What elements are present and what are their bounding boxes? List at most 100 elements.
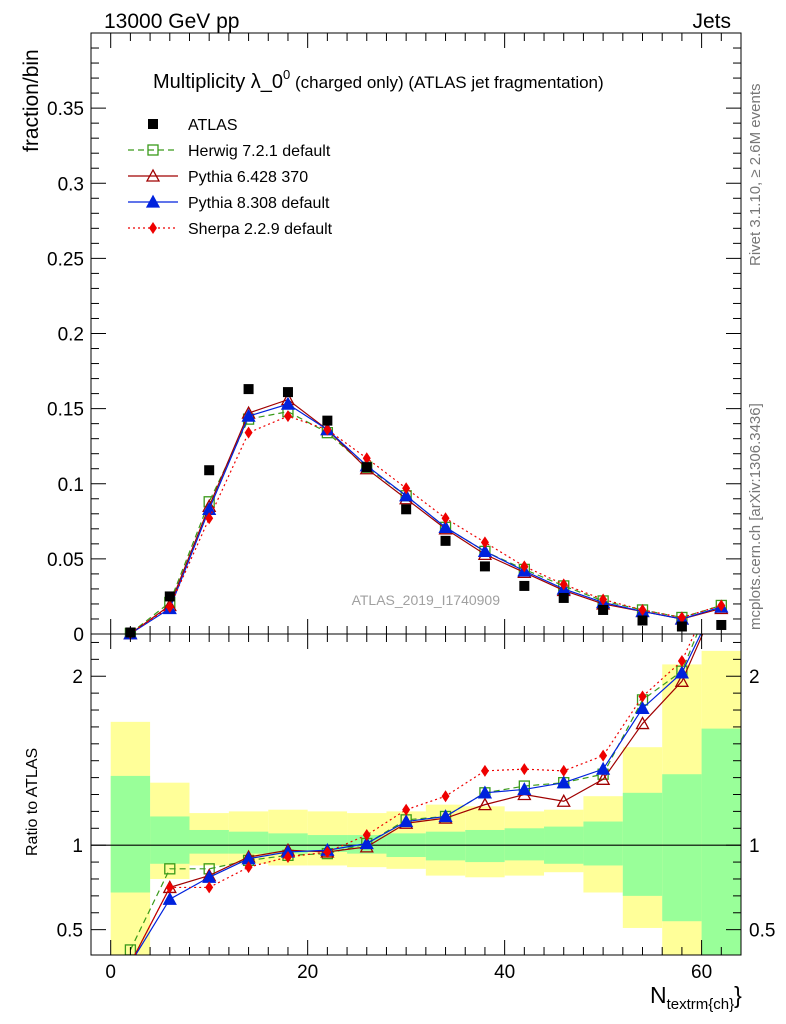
stat-uncertainty-band bbox=[150, 816, 190, 864]
ratio-panel: 0.5 0.5 1 1 2 2 0 20 40 60 Ratio to ATLAS Ntextr… bbox=[24, 569, 775, 1013]
ratio-y-tick-label-right: 2 bbox=[749, 667, 760, 688]
sherpa-2-2-9-default-ratio-point bbox=[441, 790, 450, 803]
x-axis-label-tail: } bbox=[734, 982, 742, 1008]
legend-label: Pythia 6.428 370 bbox=[188, 169, 308, 186]
herwig-7-2-1-default-ratio-point bbox=[716, 570, 726, 580]
plot-title: Multiplicity λ_00 (charged only) (ATLAS … bbox=[153, 67, 604, 93]
legend-marker bbox=[147, 144, 159, 156]
pythia-6-428-370-ratio-point bbox=[715, 586, 727, 597]
ratio-y-tick-label: 2 bbox=[72, 667, 83, 688]
atlas-data-point bbox=[164, 591, 175, 602]
atlas-data-point bbox=[204, 465, 215, 476]
legend-entry-herwig-7-2-1-default: Herwig 7.2.1 default bbox=[128, 143, 331, 160]
plot-title-rest: (charged only) (ATLAS jet fragmentation) bbox=[290, 73, 603, 92]
mcplots-reference-label: mcplots.cern.ch [arXiv:1306.3436] bbox=[747, 403, 764, 630]
atlas-data-point bbox=[401, 504, 412, 515]
sherpa-2-2-9-default-point bbox=[559, 578, 568, 591]
x-axis-label: Ntextrm{ch}} bbox=[650, 982, 742, 1013]
pythia-6-428-370-ratio-point bbox=[635, 716, 650, 730]
ratio-y-tick-label: 0.5 bbox=[57, 921, 83, 942]
atlas-data-point bbox=[519, 580, 530, 591]
pythia-6-428-370-ratio-point bbox=[674, 673, 690, 687]
sherpa-2-2-9-default-ratio-point bbox=[599, 749, 608, 762]
herwig-7-2-1-default-ratio-line bbox=[129, 634, 698, 951]
sherpa-2-2-9-default-point bbox=[244, 426, 253, 439]
stat-uncertainty-band bbox=[110, 775, 151, 893]
ratio-plot-content bbox=[91, 569, 741, 968]
sherpa-2-2-9-default-point bbox=[323, 423, 332, 436]
legend: ATLAS Herwig 7.2.1 default Pythia 6.428 37… bbox=[128, 117, 333, 238]
legend-label: ATLAS bbox=[188, 117, 238, 134]
sherpa-2-2-9-default-ratio-point bbox=[717, 569, 725, 581]
sherpa-2-2-9-default-ratio-point bbox=[165, 881, 174, 894]
stat-uncertainty-band bbox=[662, 774, 702, 922]
ratio-y-tick-label-right: 1 bbox=[749, 836, 760, 857]
pythia-8-308-default-line bbox=[130, 403, 722, 635]
legend-marker bbox=[145, 168, 161, 182]
stat-uncertainty-band bbox=[189, 829, 229, 854]
legend-label: Pythia 8.308 default bbox=[188, 195, 330, 212]
atlas-data-point bbox=[716, 619, 727, 630]
x-tick-label: 40 bbox=[494, 962, 515, 983]
pythia-8-308-default-ratio-point bbox=[359, 836, 374, 850]
x-axis-label-main: N bbox=[650, 982, 667, 1008]
stat-uncertainty-band bbox=[425, 831, 466, 861]
main-y-tick-label: 0.1 bbox=[58, 475, 84, 496]
y-axis-label: fraction/bin bbox=[20, 49, 43, 152]
sherpa-2-2-9-default-point bbox=[165, 600, 174, 613]
sherpa-2-2-9-default-point bbox=[402, 482, 411, 495]
pythia-8-308-default-ratio-point bbox=[438, 809, 453, 823]
ratio-y-axis-label: Ratio to ATLAS bbox=[24, 748, 41, 856]
legend-marker bbox=[145, 194, 161, 208]
stat-uncertainty-band bbox=[583, 821, 623, 866]
sherpa-2-2-9-default-point bbox=[638, 603, 647, 616]
energy-beam-label: 13000 GeV pp bbox=[104, 10, 239, 33]
atlas-data-point bbox=[282, 387, 293, 398]
main-y-tick-label: 0.15 bbox=[47, 400, 84, 421]
pythia-8-308-default-ratio-point bbox=[477, 785, 493, 799]
legend-label: Herwig 7.2.1 default bbox=[188, 143, 331, 160]
legend-entry-sherpa-2-2-9-default: Sherpa 2.2.9 default bbox=[128, 221, 333, 238]
pythia-8-308-default-point bbox=[477, 544, 493, 558]
atlas-data-point bbox=[598, 604, 609, 615]
plot-title-superscript: 0 bbox=[283, 67, 290, 82]
x-axis-label-subscript: textrm{ch} bbox=[667, 996, 735, 1013]
pythia-8-308-default-point bbox=[280, 396, 296, 410]
stat-uncertainty-band bbox=[465, 829, 505, 863]
pythia-6-428-370-line bbox=[130, 398, 722, 635]
legend-entry-pythia-6-428-370: Pythia 6.428 370 bbox=[128, 168, 308, 186]
sherpa-2-2-9-default-ratio-point bbox=[677, 655, 686, 668]
sherpa-2-2-9-default-ratio-point bbox=[244, 861, 253, 874]
sherpa-2-2-9-default-ratio-point bbox=[283, 851, 292, 864]
pythia-6-428-370-ratio-point bbox=[596, 771, 611, 785]
stat-uncertainty-band bbox=[622, 792, 663, 896]
main-y-tick-label: 0 bbox=[73, 625, 84, 646]
x-tick-label: 20 bbox=[297, 962, 318, 983]
sherpa-2-2-9-default-ratio-point bbox=[559, 764, 568, 777]
pythia-8-308-default-ratio-point bbox=[596, 761, 611, 775]
sherpa-2-2-9-default-point bbox=[205, 512, 214, 525]
sherpa-2-2-9-default-ratio-point bbox=[205, 881, 214, 894]
rivet-version-label: Rivet 3.1.10, ≥ 2.6M events bbox=[747, 84, 764, 267]
sherpa-2-2-9-default-ratio-point bbox=[480, 764, 489, 777]
process-label: Jets bbox=[692, 10, 731, 33]
pythia-8-308-default-ratio-point bbox=[517, 782, 532, 796]
sherpa-2-2-9-default-point bbox=[717, 599, 726, 612]
stat-uncertainty-band bbox=[228, 831, 269, 854]
atlas-data-point bbox=[479, 561, 490, 572]
pythia-6-428-370-ratio-point bbox=[556, 793, 571, 807]
pythia-8-308-default-ratio-point bbox=[399, 814, 414, 828]
pythia-8-308-default-ratio-point bbox=[162, 891, 177, 905]
x-tick-label: 60 bbox=[691, 962, 712, 983]
pythia-8-308-default-ratio-point bbox=[124, 957, 136, 968]
sherpa-2-2-9-default-point bbox=[283, 410, 292, 423]
ratio-y-tick-label: 1 bbox=[72, 836, 83, 857]
legend-marker bbox=[149, 222, 157, 234]
pythia-6-428-370-ratio-point bbox=[477, 797, 493, 811]
main-y-tick-label: 0.2 bbox=[58, 325, 84, 346]
sherpa-2-2-9-default-line bbox=[130, 415, 722, 635]
pythia-6-428-370-ratio-point bbox=[124, 957, 136, 968]
main-y-tick-label: 0.25 bbox=[47, 249, 84, 270]
x-axis: 0 20 40 60 bbox=[105, 634, 742, 983]
sherpa-2-2-9-default-ratio-point bbox=[402, 803, 411, 816]
